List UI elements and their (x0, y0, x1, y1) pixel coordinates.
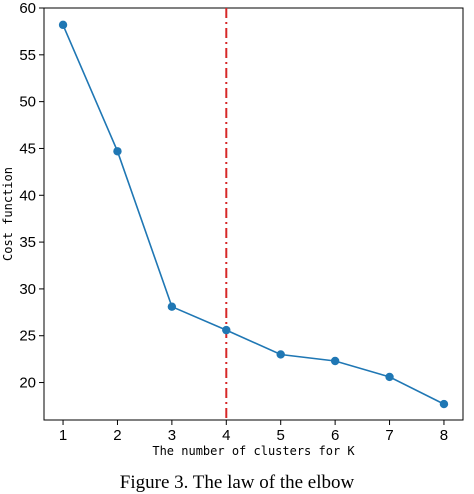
x-tick-label: 7 (385, 427, 393, 444)
series-line (62, 24, 445, 405)
data-point (113, 147, 122, 156)
y-tick-label: 35 (19, 234, 36, 251)
data-point (276, 350, 285, 359)
x-tick-label: 8 (440, 427, 448, 444)
x-axis-label: The number of clusters for K (152, 444, 355, 458)
data-point (439, 399, 449, 409)
plot-frame (43, 7, 464, 421)
y-tick-label: 60 (19, 0, 36, 17)
y-axis-label: Cost function (1, 167, 15, 261)
y-tick-label: 30 (19, 281, 36, 298)
y-tick-label: 20 (19, 375, 36, 392)
y-tick-label: 40 (19, 187, 36, 204)
series-layer (58, 20, 449, 409)
y-tick-label: 25 (19, 328, 36, 345)
y-tick-label: 50 (19, 94, 36, 111)
x-tick-label: 6 (331, 427, 339, 444)
x-tick-label: 2 (113, 427, 121, 444)
y-tick-label: 45 (19, 140, 36, 157)
data-point (167, 302, 177, 311)
x-tick-label: 1 (59, 427, 67, 444)
x-tick-label: 4 (222, 427, 230, 444)
data-point (58, 20, 68, 30)
x-tick-label: 3 (168, 427, 176, 444)
plot-area (43, 7, 464, 421)
data-point (330, 356, 340, 366)
y-tick-label: 55 (19, 47, 36, 64)
data-point (385, 372, 394, 382)
data-point (222, 325, 231, 335)
x-tick-label: 5 (277, 427, 285, 444)
figure-caption: Figure 3. The law of the elbow (119, 472, 355, 493)
